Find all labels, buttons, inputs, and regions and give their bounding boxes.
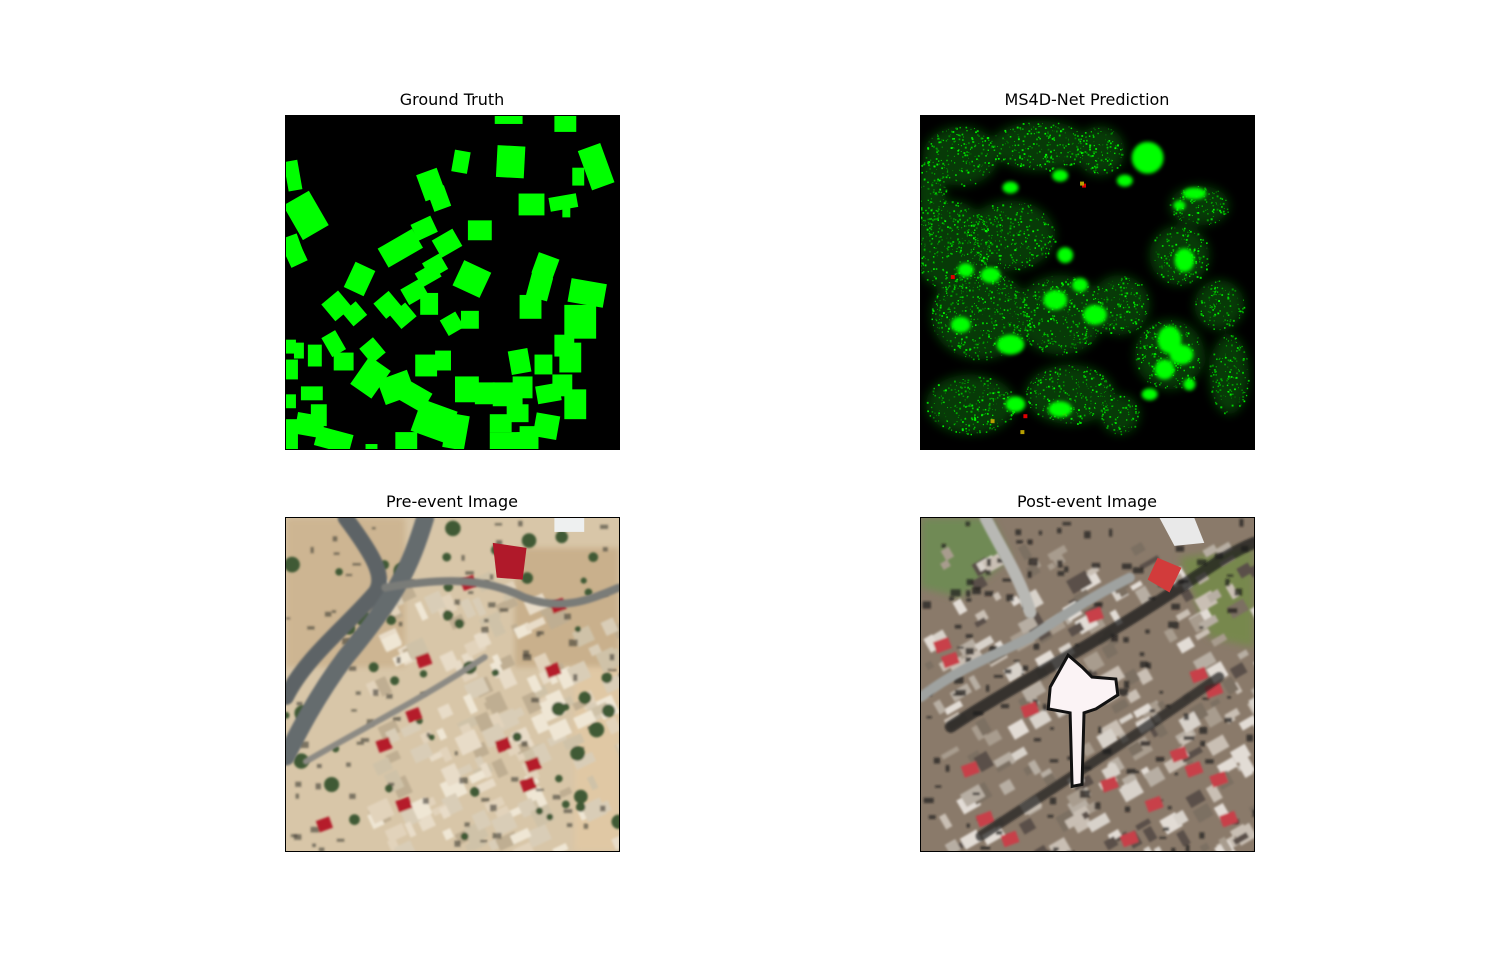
prediction-map (920, 115, 1255, 450)
pre-event-image (285, 517, 620, 852)
ground-truth-mask-svg (286, 116, 619, 449)
ground-truth-mask (285, 115, 620, 450)
post-event-image-svg (921, 518, 1254, 851)
prediction-title: MS4D-Net Prediction (1004, 90, 1170, 109)
ground-truth-title: Ground Truth (399, 90, 505, 109)
pre-event-title: Pre-event Image (386, 492, 518, 511)
prediction-map-svg (921, 116, 1254, 449)
post-event-image (920, 517, 1255, 852)
post-event-title: Post-event Image (1016, 492, 1157, 511)
pre-event-image-svg (286, 518, 619, 851)
